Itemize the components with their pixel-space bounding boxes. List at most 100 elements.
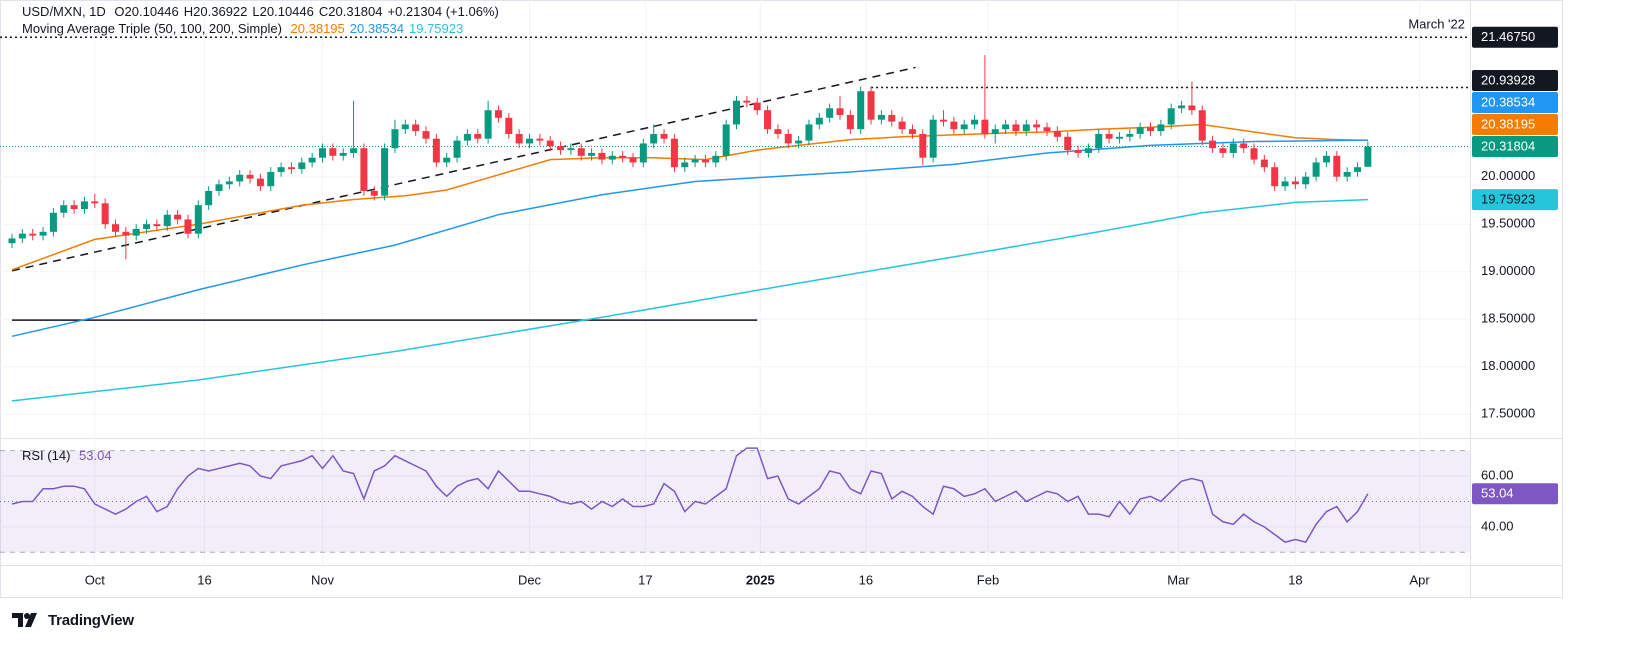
candle-body [908, 129, 916, 134]
candle-body [184, 219, 192, 234]
candle-body [505, 117, 513, 134]
candle-body [877, 114, 885, 120]
x-tick-label: Nov [311, 572, 335, 587]
candle-body [143, 224, 151, 229]
price-header: USD/MXN, 1D O20.10446 H20.36922 L20.10446 C… [22, 4, 504, 20]
candle-body [163, 214, 171, 227]
candle-body [588, 152, 596, 156]
rsi-title: RSI (14) [22, 448, 71, 463]
candle-body [939, 119, 947, 122]
price-badge [1472, 113, 1558, 135]
candle-body [298, 162, 306, 170]
candle-body [764, 110, 772, 130]
candle-body [629, 157, 637, 163]
chart: March '22 Oct 16 Nov Dec 17 2025 16 Feb Mar 18 Apr… [0, 0, 1563, 598]
candle-body [1136, 127, 1144, 134]
candle-body [443, 157, 451, 163]
trend-line [11, 66, 916, 272]
candle-body [546, 140, 554, 147]
rsi-badge [1472, 483, 1558, 505]
rsi-value: 53.04 [79, 448, 112, 463]
y-tick-label: 20.00000 [1481, 168, 1535, 183]
candle-body [1115, 136, 1123, 139]
price-change: +0.21304 (+1.06%) [387, 4, 499, 19]
candle-body [49, 212, 57, 232]
candle-body [888, 114, 896, 122]
price-badge [1472, 26, 1558, 48]
candle-body [381, 148, 389, 196]
moving-average [11, 198, 1368, 402]
price-badge [1472, 91, 1558, 113]
candle-body [712, 155, 720, 163]
candle-body [225, 181, 233, 185]
y-tick-label: 17.50000 [1481, 406, 1535, 421]
candle-body [526, 138, 534, 144]
candle-body [101, 203, 109, 225]
ohlc-value: 20.31804 [328, 4, 383, 19]
candle-body [1219, 148, 1227, 153]
price-badge-label: 20.31804 [1481, 138, 1535, 153]
candle-body [1022, 124, 1030, 132]
candle-body [205, 190, 213, 206]
candle-body [1209, 140, 1217, 149]
price-badge-label: 21.46750 [1481, 29, 1535, 44]
candle-body [1012, 124, 1020, 132]
candle-body [753, 102, 761, 111]
candle-body [153, 224, 161, 227]
y-tick-label: 18.50000 [1481, 311, 1535, 326]
candle-body [867, 91, 875, 120]
candle-body [339, 152, 347, 156]
candle-body [494, 110, 502, 118]
candle-body [919, 133, 927, 158]
candle-body [277, 167, 285, 172]
ma-value: 19.75923 [409, 21, 464, 36]
ma-value: 20.38534 [349, 21, 404, 36]
candle-body [1271, 167, 1279, 187]
candle-body [463, 133, 471, 141]
ohlc-key: H [183, 4, 194, 19]
candle-body [194, 205, 202, 234]
candle-body [360, 148, 368, 191]
candle-body [1291, 181, 1299, 185]
candle-body [1240, 143, 1248, 149]
candle-body [1105, 133, 1113, 139]
candle-body [577, 148, 585, 156]
brand-logo [12, 613, 37, 627]
candle-body [236, 174, 244, 182]
candle-body [836, 108, 844, 115]
candle-body [1084, 148, 1092, 153]
x-tick-label: 16 [859, 572, 873, 587]
candle-body [329, 148, 337, 156]
candle-body [1281, 181, 1289, 187]
candle-body [215, 184, 223, 191]
candle-body [246, 174, 254, 179]
indicator-header: Moving Average Triple (50, 100, 200, Sim… [22, 21, 468, 37]
candle-body [267, 171, 275, 187]
symbol: USD/MXN, 1D [22, 4, 106, 19]
price-badge [1472, 69, 1558, 91]
candle-body [733, 100, 741, 125]
candle-body [1260, 159, 1268, 168]
candle-body [453, 140, 461, 158]
candle-body [112, 224, 120, 232]
price-badge-label: 20.38534 [1481, 94, 1535, 109]
candle-body [557, 146, 565, 151]
indicator-name: Moving Average Triple (50, 100, 200, Sim… [22, 21, 282, 36]
candle-body [536, 138, 544, 141]
candle-body [412, 124, 420, 132]
candle-body [132, 228, 140, 236]
candle-body [639, 143, 647, 163]
x-tick-label: 17 [638, 572, 652, 587]
candle-body [308, 157, 316, 163]
ohlc-key: O [114, 4, 125, 19]
candle-body [256, 178, 264, 187]
candle-body [950, 121, 958, 130]
price-badge-label: 19.75923 [1481, 192, 1535, 207]
candle-body [39, 231, 47, 236]
candle-body [29, 233, 37, 236]
candle-body [1167, 108, 1175, 125]
y-tick-label: 18.00000 [1481, 358, 1535, 373]
ma-value: 20.38195 [290, 21, 345, 36]
candle-body [70, 205, 78, 209]
